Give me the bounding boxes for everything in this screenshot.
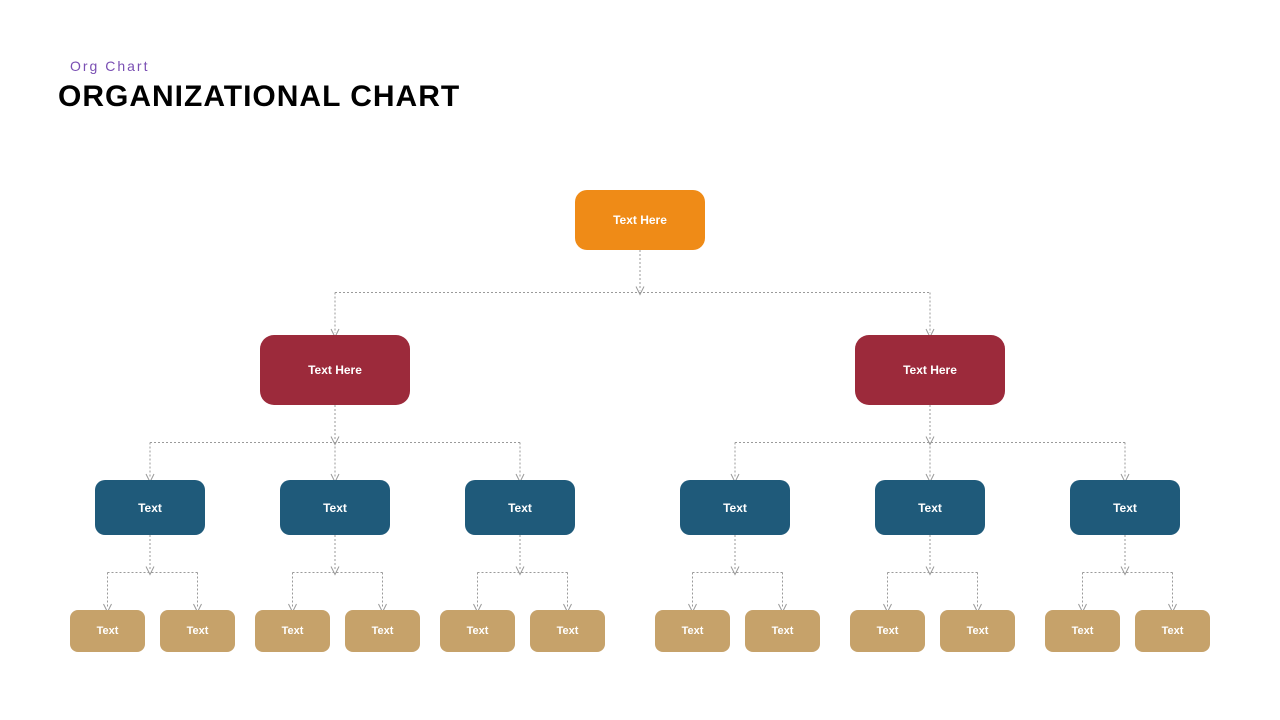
org-node-label: Text Here [903,363,957,377]
org-node-level0: Text Here [575,190,705,250]
org-node-level3: Text [1135,610,1210,652]
org-node-label: Text [682,625,704,637]
org-node-level3: Text [160,610,235,652]
org-node-level3: Text [655,610,730,652]
org-node-level2: Text [95,480,205,535]
org-node-label: Text [187,625,209,637]
org-node-level3: Text [850,610,925,652]
org-node-label: Text [723,501,747,515]
org-node-level3: Text [255,610,330,652]
org-node-label: Text [967,625,989,637]
org-node-level2: Text [680,480,790,535]
org-node-level2: Text [875,480,985,535]
org-node-label: Text [467,625,489,637]
org-node-label: Text [1072,625,1094,637]
org-node-level3: Text [745,610,820,652]
org-node-label: Text [138,501,162,515]
org-node-level3: Text [440,610,515,652]
org-node-level3: Text [70,610,145,652]
org-node-level2: Text [280,480,390,535]
org-node-level3: Text [530,610,605,652]
org-node-label: Text [508,501,532,515]
org-node-label: Text [372,625,394,637]
org-node-label: Text [1162,625,1184,637]
org-node-label: Text [1113,501,1137,515]
org-node-label: Text [877,625,899,637]
org-node-label: Text [97,625,119,637]
org-chart: Text Here Text Here Text Here Text Text Text T… [0,0,1280,720]
org-node-label: Text [282,625,304,637]
org-node-level1: Text Here [260,335,410,405]
org-node-level2: Text [465,480,575,535]
org-node-label: Text Here [613,213,667,227]
org-node-label: Text [918,501,942,515]
org-node-label: Text [772,625,794,637]
org-node-level1: Text Here [855,335,1005,405]
org-node-level2: Text [1070,480,1180,535]
org-node-level3: Text [940,610,1015,652]
org-node-label: Text Here [308,363,362,377]
org-node-level3: Text [345,610,420,652]
org-node-label: Text [323,501,347,515]
org-node-label: Text [557,625,579,637]
org-node-level3: Text [1045,610,1120,652]
